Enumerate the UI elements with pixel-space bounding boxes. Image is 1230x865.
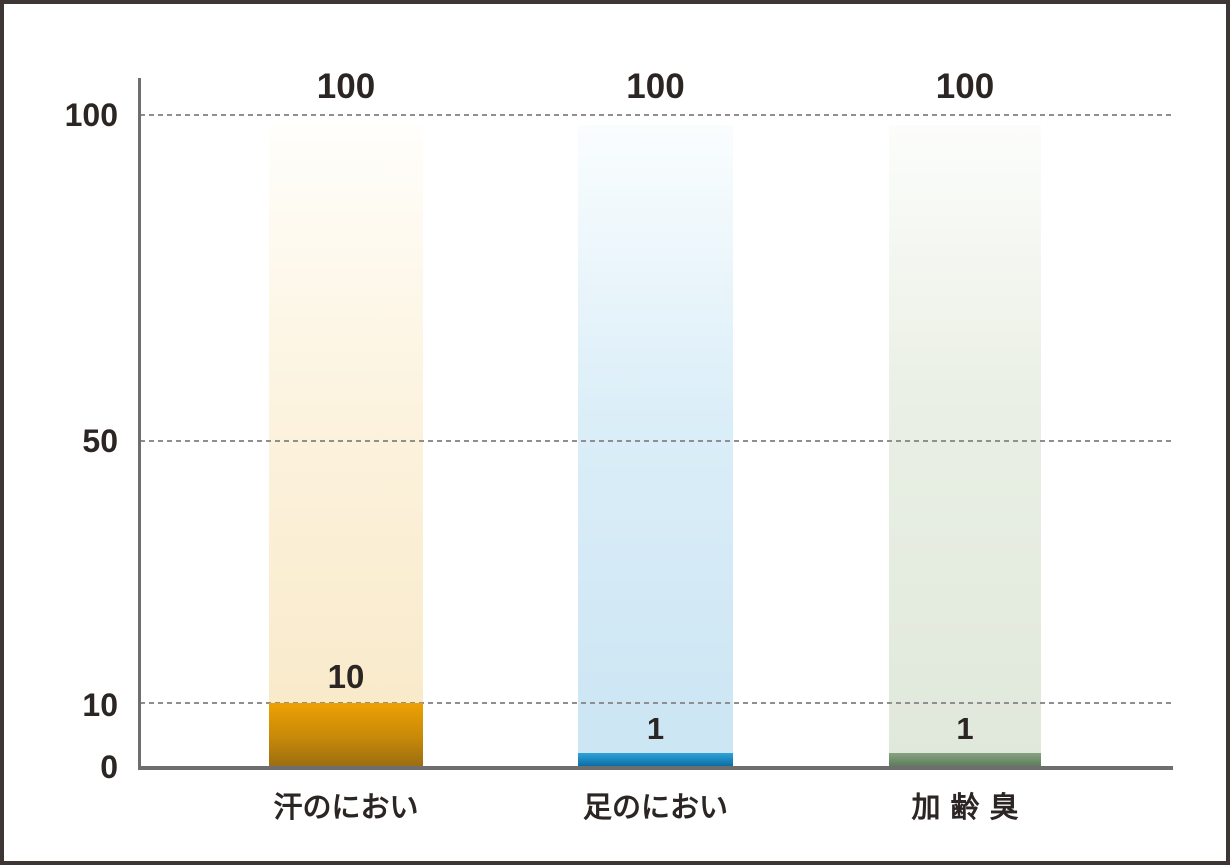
bar-feet-total	[578, 125, 733, 766]
y-tick-50: 50	[82, 423, 118, 459]
bar-aging-highlight	[889, 753, 1041, 766]
bar-aging-value-label: 1	[956, 711, 974, 746]
category-label-sweat: 汗のにおい	[273, 792, 419, 824]
bar-aging-total-label: 100	[935, 67, 995, 106]
category-label-aging: 加齢臭	[911, 792, 1029, 824]
category-label-feet: 足のにおい	[582, 792, 728, 824]
bar-sweat-value-label: 10	[327, 658, 365, 695]
bar-feet-value-label: 1	[646, 711, 665, 746]
gridline-50	[140, 440, 1173, 442]
bar-feet-highlight	[578, 753, 733, 766]
bar-aging-total	[889, 125, 1041, 766]
bar-sweat-highlight	[269, 703, 423, 766]
gridline-100	[140, 114, 1173, 116]
bar-sweat-total-label: 100	[316, 67, 376, 106]
gridline-10	[140, 702, 1173, 704]
x-axis-line	[138, 766, 1173, 770]
y-tick-0: 0	[100, 749, 118, 785]
y-tick-100: 100	[64, 97, 118, 133]
bar-feet-total-label: 100	[626, 67, 685, 106]
y-tick-10: 10	[82, 687, 118, 723]
y-axis-line	[138, 78, 141, 770]
bar-sweat-total	[269, 125, 423, 766]
